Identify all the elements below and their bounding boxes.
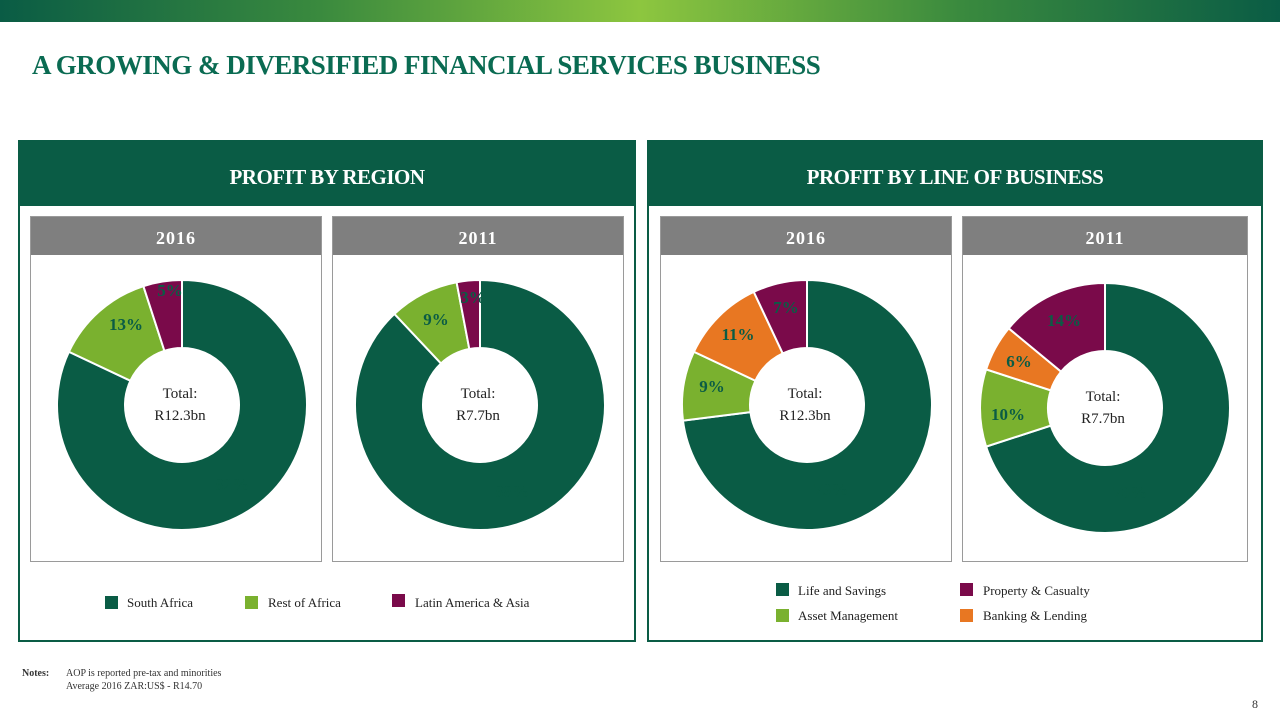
slice-property-casualty-2016: [752, 278, 808, 355]
center-total-label: Total:: [163, 386, 198, 402]
legend-label-asset-management: Asset Management: [798, 608, 899, 623]
slice-south-africa-2016: [56, 278, 308, 531]
legend-label-life-and-savings: Life and Savings: [798, 583, 887, 598]
legend-label-property-casualty: Property & Casualty: [983, 583, 1090, 598]
slice-latin-america-asia-2011: [455, 278, 481, 351]
slice-property-casualty-2011: [1007, 281, 1106, 374]
year-header: 2016: [31, 217, 321, 255]
data-label-banking-lending-2011: 6%: [1006, 352, 1032, 371]
center-total-label: Total:: [1086, 389, 1121, 405]
slice-life-and-savings-2011: [984, 281, 1231, 534]
year-header: 2011: [963, 217, 1247, 255]
page-number: 8: [1252, 697, 1258, 711]
data-label-banking-lending-2016: 11%: [721, 325, 754, 344]
center-total-value: R7.7bn: [456, 408, 500, 424]
data-label-life-and-savings-2016: 73%: [814, 480, 848, 499]
footnotes: Notes: AOP is reported pre-tax and minor…: [22, 667, 221, 692]
panel-title: PROFIT BY LINE OF BUSINESS: [649, 142, 1261, 206]
data-label-south-africa-2011: 88%: [495, 482, 529, 501]
data-label-rest-of-africa-2016: 13%: [109, 315, 143, 334]
center-total-value: R12.3bn: [154, 408, 206, 424]
center-total-value: R7.7bn: [1081, 411, 1125, 427]
legend-label-south-africa: South Africa: [127, 595, 194, 610]
data-label-latin-america-asia-2016: 5%: [157, 281, 183, 300]
data-label-life-and-savings-2011: 70%: [1113, 483, 1147, 502]
legend-label-latin-america-asia: Latin America & Asia: [415, 595, 530, 610]
year-header: 2016: [661, 217, 951, 255]
data-label-asset-management-2016: 9%: [699, 377, 725, 396]
slice-life-and-savings-2016: [681, 278, 933, 531]
data-label-asset-management-2011: 10%: [991, 405, 1025, 424]
center-total-label: Total:: [461, 386, 496, 402]
data-label-property-casualty-2016: 7%: [773, 298, 799, 317]
legend-swatch-asset-management: [776, 609, 789, 622]
notes-line-1: AOP is reported pre-tax and minorities: [66, 668, 222, 679]
legend-swatch-latin-america-asia: [392, 594, 405, 607]
legend-label-rest-of-africa: Rest of Africa: [268, 595, 341, 610]
notes-label: Notes:: [22, 668, 50, 679]
slice-south-africa-2011: [354, 278, 606, 531]
legend-label-banking-lending: Banking & Lending: [983, 608, 1087, 623]
legend-swatch-rest-of-africa: [245, 596, 258, 609]
center-total-value: R12.3bn: [779, 408, 831, 424]
legend-swatch-banking-lending: [960, 609, 973, 622]
legend-swatch-south-africa: [105, 596, 118, 609]
legend-swatch-life-and-savings: [776, 583, 789, 596]
data-label-property-casualty-2011: 14%: [1047, 311, 1081, 330]
data-label-latin-america-asia-2011: 3%: [460, 288, 486, 307]
data-label-rest-of-africa-2011: 9%: [423, 310, 449, 329]
data-label-south-africa-2016: 82%: [215, 475, 249, 494]
slide-title: A GROWING & DIVERSIFIED FINANCIAL SERVIC…: [32, 50, 821, 80]
top-gradient-bar: [0, 0, 1280, 22]
notes-line-2: Average 2016 ZAR:US$ - R14.70: [66, 681, 203, 692]
panel-title: PROFIT BY REGION: [20, 142, 634, 206]
slice-latin-america-asia-2016: [142, 278, 183, 353]
center-total-label: Total:: [788, 386, 823, 402]
legend-swatch-property-casualty: [960, 583, 973, 596]
year-header: 2011: [333, 217, 623, 255]
